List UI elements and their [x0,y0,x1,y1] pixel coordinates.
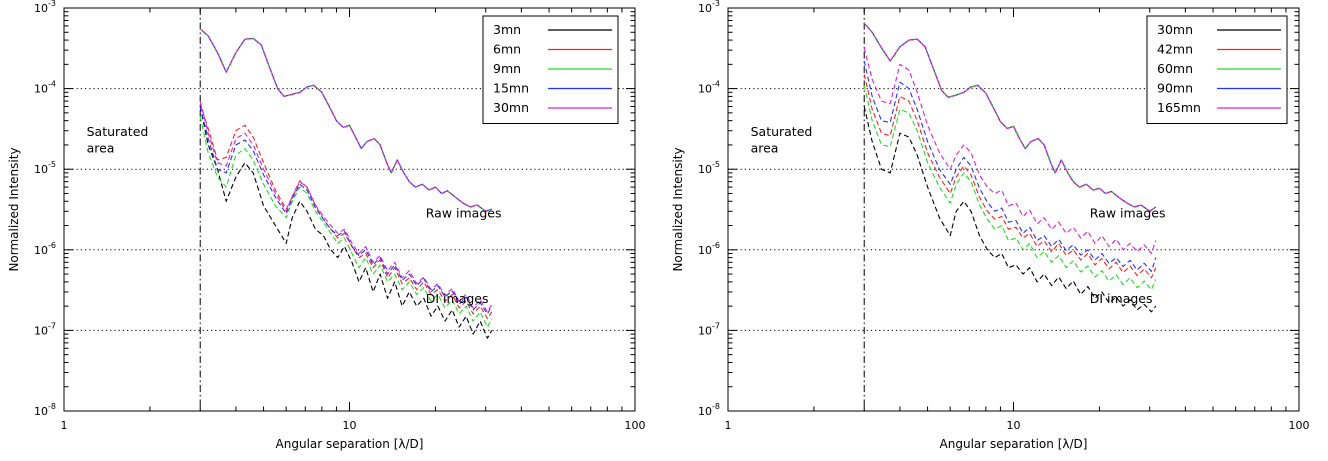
y-tick-label: 10-7 [34,321,56,337]
raw-image-curve [199,28,492,212]
x-tick-label: 1 [61,419,68,432]
di-image-curve [863,60,1157,272]
legend-box [1146,15,1288,124]
y-tick-base: 10 [698,2,712,15]
y-tick-base: 10 [698,83,712,96]
y-tick-base: 10 [34,2,48,15]
legend: 3mn 6mn 9mn 15mn 30mn [482,15,619,124]
y-tick-base: 10 [698,244,712,257]
y-tick-exponent: -7 [712,321,720,330]
x-axis-label: Angular separation [λ/D] [940,437,1088,451]
raw-image-curve [199,28,492,212]
y-tick-base: 10 [698,163,712,176]
y-tick-label: 10-7 [698,321,720,337]
x-tick-label: 10 [1007,419,1021,432]
y-tick-exponent: -5 [48,160,56,169]
y-axis-label: Normalized Intensity [7,147,21,271]
x-axis-label: Angular separation [λ/D] [276,437,424,451]
y-tick-label: 10-3 [34,0,56,15]
y-tick-exponent: -7 [48,321,56,330]
y-tick-label: 10-5 [34,160,56,176]
y-tick-exponent: -6 [48,241,56,250]
y-axis-label: Normalized Intensity [671,147,685,271]
y-tick-exponent: -5 [712,160,720,169]
y-tick-base: 10 [34,83,48,96]
y-tick-label: 10-8 [698,402,720,418]
y-tick-exponent: -4 [48,80,56,89]
y-tick-exponent: -3 [712,0,720,8]
raw-image-curve [863,22,1157,212]
y-tick-exponent: -8 [712,402,720,411]
raw-image-curve [199,28,492,212]
y-tick-label: 10-5 [698,160,720,176]
annotation-text: DI images [1090,291,1153,306]
di-image-curve [863,85,1157,291]
di-image-curve [199,116,493,328]
raw-image-curve [863,22,1157,212]
legend: 30mn 42mn 60mn 90mn 165mn [1146,15,1288,124]
annotation-text: DI images [426,291,489,306]
raw-image-curve [863,22,1157,212]
y-tick-label: 10-4 [698,80,720,96]
legend-label: 42mn [1157,42,1193,57]
legend-label: 3mn [493,22,521,37]
di-image-curve [199,103,493,320]
y-tick-exponent: -8 [48,402,56,411]
raw-image-curve [199,28,492,212]
y-tick-base: 10 [34,405,48,418]
y-tick-exponent: -4 [712,80,720,89]
annotation-text: area [751,141,779,156]
legend-box [482,15,619,124]
y-tick-label: 10-6 [698,241,720,257]
legend-label: 9mn [493,61,521,76]
di-image-curve [199,106,493,339]
legend-label: 15mn [493,81,529,96]
di-image-curve [199,100,493,313]
di-image-curve [199,106,493,315]
legend-label: 30mn [493,100,529,115]
raw-image-curve [863,22,1157,212]
y-tick-label: 10-6 [34,241,56,257]
x-tick-label: 100 [625,419,646,432]
annotation-text: Saturated [87,124,149,139]
annotation-text: Raw images [426,206,502,221]
legend-label: 30mn [1157,22,1193,37]
y-tick-label: 10-8 [34,402,56,418]
di-image-curve [863,106,1157,313]
y-tick-label: 10-3 [698,0,720,15]
di-image-curve [863,47,1157,255]
y-tick-exponent: -3 [48,0,56,8]
x-tick-label: 1 [725,419,732,432]
annotation-text: Raw images [1090,206,1166,221]
legend-label: 165mn [1157,100,1201,115]
raw-image-curve [199,28,492,212]
legend-label: 6mn [493,42,521,57]
y-tick-base: 10 [34,244,48,257]
di-image-curve [863,74,1157,279]
y-tick-base: 10 [698,405,712,418]
legend-label: 90mn [1157,81,1193,96]
y-tick-base: 10 [34,324,48,337]
y-tick-label: 10-4 [34,80,56,96]
x-tick-label: 100 [1289,419,1310,432]
y-tick-base: 10 [34,163,48,176]
legend-label: 60mn [1157,61,1193,76]
x-tick-label: 10 [343,419,357,432]
annotation-text: area [87,141,115,156]
y-tick-base: 10 [698,324,712,337]
raw-image-curve [863,22,1157,212]
annotation-text: Saturated [751,124,813,139]
y-tick-exponent: -6 [712,241,720,250]
